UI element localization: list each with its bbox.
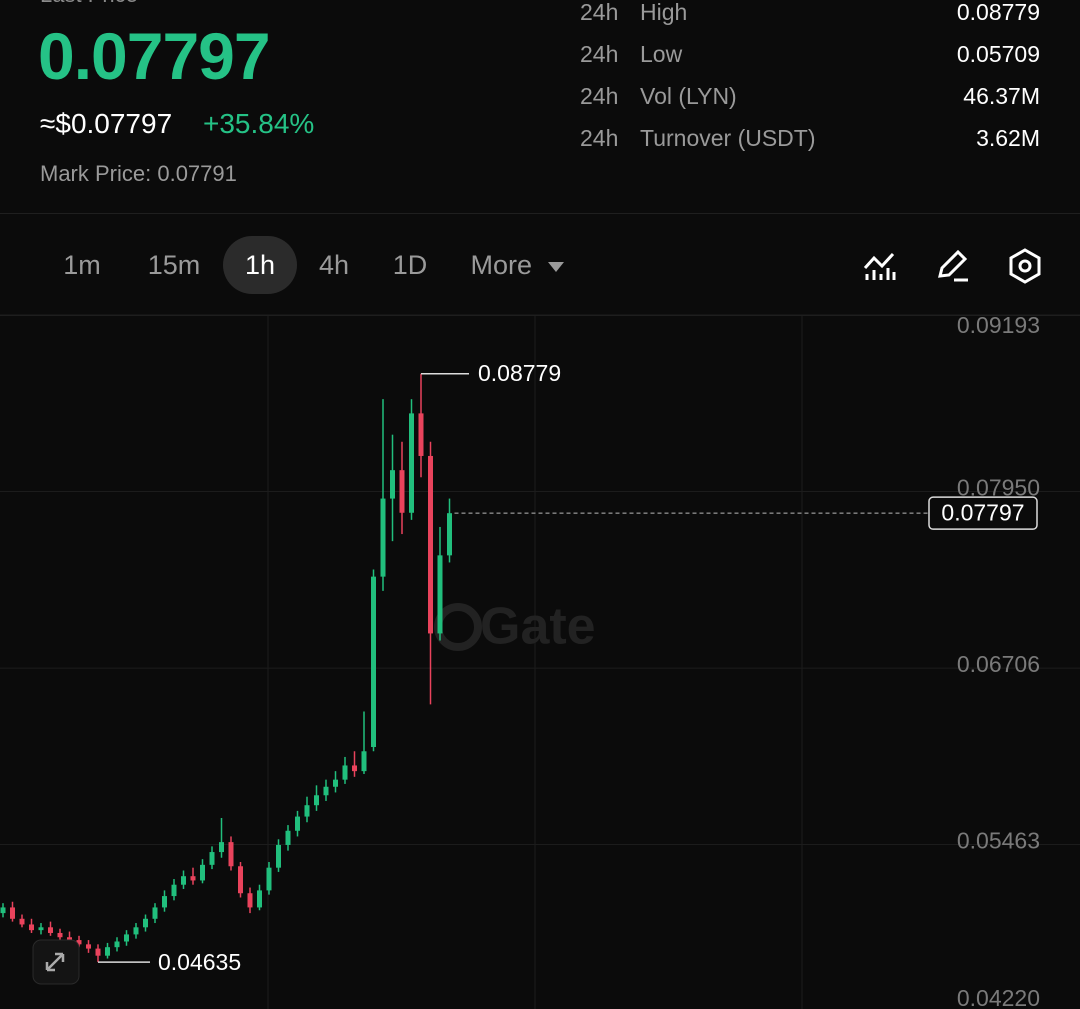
candle-body [181,876,186,885]
candle-body [342,765,348,780]
y-tick-label: 0.04220 [957,985,1040,1009]
candle-body [247,893,253,908]
candle-body [295,816,300,831]
candle-body [323,786,329,796]
candle-body [48,927,53,933]
stat-value: 0.05709 [956,41,1040,67]
more-button[interactable]: More [462,236,572,294]
stat-period: 24h [580,0,619,25]
candle-body [257,890,262,908]
interval-tab[interactable]: 1h [223,236,297,294]
candle-body [409,413,414,513]
candle-body [437,555,443,634]
candle-body [276,844,281,868]
y-tick-label: 0.05463 [957,828,1040,854]
mark-price: Mark Price: 0.07791 [40,161,237,186]
candle-body [29,924,34,931]
stat-period: 24h [580,125,619,151]
stat-label: Vol (LYN) [640,83,737,109]
indicator-icon[interactable] [860,246,900,286]
candle-body [238,866,243,894]
stat-period: 24h [580,41,619,67]
last-price-tag: 0.07797 [941,499,1024,525]
candle-body [152,907,158,919]
candle-body [228,842,234,867]
candle-body [399,470,405,513]
interval-tab[interactable]: 1m [63,250,101,280]
stat-value: 3.62M [976,125,1040,151]
candle-body [124,934,129,942]
candle-body [371,576,376,748]
candle-body [314,795,319,806]
stat-value: 0.08779 [956,0,1040,25]
last-price-label: Last Price [40,0,138,8]
candle-body [285,830,291,845]
price-change: +35.84% [203,108,315,139]
expand-icon [45,952,65,972]
y-tick-label: 0.07950 [957,475,1040,501]
candle-body [67,937,72,941]
candle-body [304,805,310,817]
last-price-box [928,496,1038,530]
more-label: More [470,250,532,280]
stat-label: Low [640,41,683,67]
stat-label: Turnover (USDT) [640,125,816,151]
candle-body [361,751,367,772]
max-marker-label: 0.08779 [478,360,561,386]
candle-body [390,470,395,499]
divider [0,213,1080,214]
draw-icon[interactable] [934,246,974,286]
candle-body [38,927,44,931]
usd-price: ≈$0.07797 [40,108,173,139]
candle-body [200,864,205,881]
interval-tab[interactable]: 15m [147,250,201,280]
candle-body [418,413,424,456]
y-tick-label: 0.09193 [957,312,1040,338]
candle-body [133,927,139,935]
candle-body [219,842,224,853]
candle-body [333,779,338,787]
watermark-text: Gate [480,598,596,656]
stat-label: High [640,0,688,25]
candle-body [171,884,177,897]
candle-body [428,455,433,634]
candle-body [162,896,167,908]
candle-body [190,876,196,881]
last-price: 0.07797 [38,19,271,93]
stat-value: 46.37M [963,83,1040,109]
stat-period: 24h [580,83,619,109]
candle-body [447,513,452,556]
interval-tab[interactable]: 1D [392,250,428,280]
candle-body [86,944,91,949]
candle-body [19,918,25,925]
candle-body [266,867,272,891]
candle-body [352,765,357,772]
candle-body [209,852,215,865]
y-tick-label: 0.06706 [957,651,1040,677]
dropdown-icon [547,261,564,272]
interval-tab[interactable]: 4h [318,250,350,280]
settings-icon[interactable] [1005,246,1045,286]
candle-body [380,498,386,577]
candle-body [105,947,110,956]
min-marker-label: 0.04635 [158,949,241,975]
candle-body [114,941,120,948]
candle-body [95,948,101,956]
candle-body [76,940,82,945]
candle-body [10,907,15,919]
candle-body [0,907,6,914]
candle-body [143,918,148,928]
watermark: Gate [434,598,596,656]
candle-body [57,932,63,938]
